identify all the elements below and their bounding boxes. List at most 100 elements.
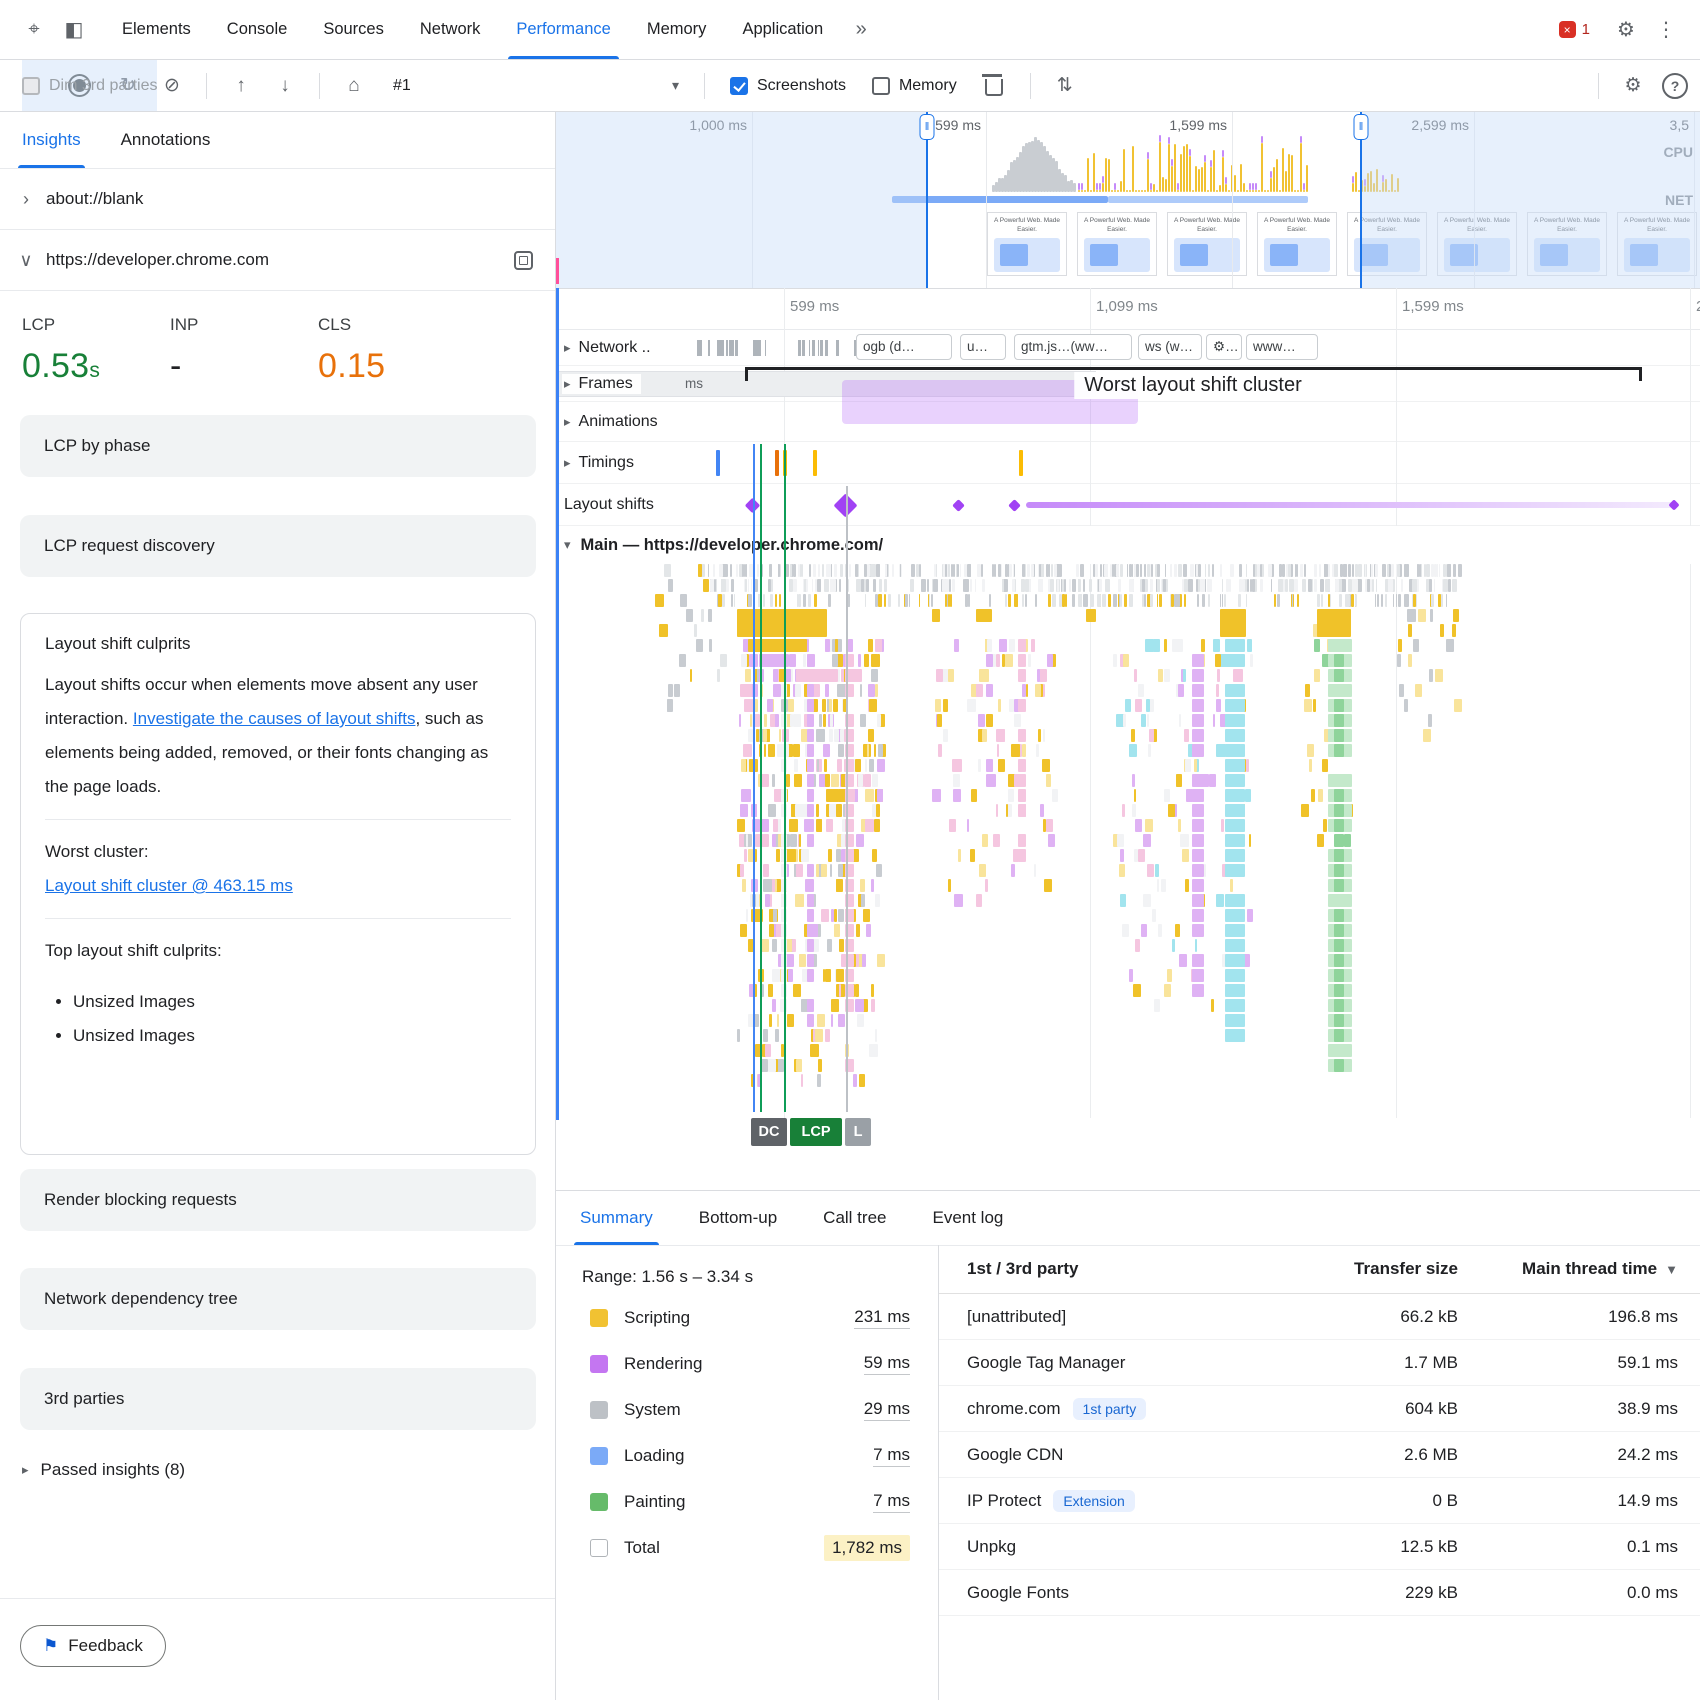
tab-application[interactable]: Application [742, 20, 824, 38]
insight-card-network-dependency-tree[interactable]: Network dependency tree [20, 1268, 536, 1330]
more-tabs-icon[interactable]: » [855, 18, 867, 40]
layout-shift-diamond[interactable] [951, 498, 965, 512]
track-label-layout-shifts[interactable]: Layout shifts [562, 494, 662, 515]
window-handle-grip[interactable]: ‖ [1353, 114, 1369, 140]
clear-icon[interactable]: ⊘ [164, 75, 180, 96]
filmstrip-thumbnail[interactable]: A Powerful Web. Made Easier. [987, 212, 1067, 276]
network-request-chip[interactable]: gtm.js…(ww… [1014, 334, 1132, 360]
window-handle-grip[interactable]: ‖ [919, 114, 935, 140]
record-button[interactable] [70, 76, 89, 95]
table-row[interactable]: [unattributed] 66.2 kB 196.8 ms [939, 1294, 1700, 1340]
metric-cls[interactable]: CLS 0.15 [318, 315, 466, 386]
table-row[interactable]: chrome.com 1st party 604 kB 38.9 ms [939, 1386, 1700, 1432]
track-layout-shifts[interactable]: Layout shifts [556, 484, 1700, 526]
table-row[interactable]: Google Tag Manager 1.7 MB 59.1 ms [939, 1340, 1700, 1386]
insight-card-layout-shift-culprits[interactable]: Layout shift culprits Layout shifts occu… [20, 613, 536, 1155]
inspect-region-icon[interactable] [514, 250, 533, 270]
network-request-chip[interactable]: ⚙… [1206, 334, 1242, 360]
layout-shift-diamond[interactable] [1007, 498, 1021, 512]
track-label-network[interactable]: ▸ Network .. [562, 337, 659, 358]
legend-value: 7 ms [873, 1445, 910, 1467]
feedback-button[interactable]: ⚑ Feedback [20, 1625, 166, 1667]
filmstrip-thumbnail[interactable]: A Powerful Web. Made Easier. [1617, 212, 1697, 276]
capture-settings-gear-icon[interactable]: ⚙ [1624, 75, 1642, 96]
tab-event-log[interactable]: Event log [932, 1208, 1004, 1227]
tab-sources[interactable]: Sources [323, 20, 384, 38]
network-request-chip[interactable]: ws (w… [1138, 334, 1202, 360]
investigate-link[interactable]: Investigate the causes of layout shifts [132, 709, 416, 728]
worst-cluster-link[interactable]: Layout shift cluster @ 463.15 ms [45, 876, 293, 895]
timeline-marker-lcp[interactable]: LCP [790, 1118, 842, 1146]
metric-inp[interactable]: INP - [170, 315, 318, 386]
timeline-overview[interactable]: A Powerful Web. Made Easier. A Powerful W… [556, 112, 1700, 289]
dim-3rd-parties-checkbox[interactable]: Dim 3rd parties [22, 60, 158, 111]
device-toolbar-icon[interactable]: ◧ [64, 19, 84, 41]
settings-gear-icon[interactable]: ⚙ [1617, 19, 1635, 41]
track-label-timings[interactable]: ▸ Timings [562, 452, 642, 473]
tab-bottom-up[interactable]: Bottom-up [698, 1208, 778, 1227]
col-main-thread-time[interactable]: Main thread time ▼ [1522, 1259, 1678, 1278]
memory-checkbox[interactable]: Memory [871, 76, 957, 95]
save-profile-icon[interactable]: ↓ [280, 74, 290, 96]
tab-call-tree[interactable]: Call tree [823, 1208, 887, 1227]
group-about-blank[interactable]: › about://blank [0, 169, 555, 230]
group-developer-chrome[interactable]: ∨ https://developer.chrome.com [0, 230, 555, 291]
layout-shift-diamond[interactable] [744, 497, 760, 513]
load-profile-icon[interactable]: ↑ [236, 74, 246, 96]
network-request-chip[interactable]: www… [1246, 334, 1318, 360]
reload-and-record-icon[interactable]: ↻ [120, 75, 136, 96]
screenshots-checkbox[interactable]: Screenshots [730, 76, 846, 95]
col-transfer-size[interactable]: Transfer size [1354, 1259, 1458, 1278]
table-header[interactable]: 1st / 3rd party Transfer size Main threa… [939, 1245, 1700, 1294]
timeline-marker-l[interactable]: L [845, 1118, 871, 1146]
insight-card-lcp-by-phase[interactable]: LCP by phase [20, 415, 536, 477]
tab-network[interactable]: Network [419, 20, 481, 38]
filmstrip-thumbnail[interactable]: A Powerful Web. Made Easier. [1527, 212, 1607, 276]
insight-card-render-blocking[interactable]: Render blocking requests [20, 1169, 536, 1231]
metric-lcp[interactable]: LCP 0.53s [22, 315, 170, 386]
insight-card-lcp-request-discovery[interactable]: LCP request discovery [20, 515, 536, 577]
tab-elements[interactable]: Elements [122, 20, 191, 38]
track-label-frames[interactable]: ▸ Frames [562, 373, 641, 394]
filmstrip-thumbnail[interactable]: A Powerful Web. Made Easier. [1077, 212, 1157, 276]
filmstrip-thumbnail[interactable]: A Powerful Web. Made Easier. [1437, 212, 1517, 276]
help-icon[interactable]: ? [1662, 72, 1688, 99]
network-request-chip[interactable]: u… [960, 334, 1006, 360]
profile-select[interactable]: #1 ▾ [383, 77, 689, 95]
filmstrip-thumbnail[interactable]: A Powerful Web. Made Easier. [1257, 212, 1337, 276]
flame-chart[interactable] [556, 564, 1700, 1118]
timeline-ruler[interactable] [556, 288, 1700, 330]
table-row[interactable]: Google Fonts 229 kB 0.0 ms [939, 1570, 1700, 1616]
tab-performance[interactable]: Performance [498, 0, 628, 59]
layout-shift-diamond[interactable] [832, 492, 858, 518]
inspect-element-icon[interactable]: ⌖ [28, 18, 40, 40]
table-row[interactable]: Unpkg 12.5 kB 0.1 ms [939, 1524, 1700, 1570]
legend-value: 29 ms [863, 1399, 910, 1421]
tab-insights[interactable]: Insights [18, 112, 85, 168]
tab-console[interactable]: Console [226, 20, 288, 38]
table-row[interactable]: IP Protect Extension 0 B 14.9 ms [939, 1478, 1700, 1524]
kebab-menu-icon[interactable]: ⋮ [1656, 19, 1676, 41]
col-party[interactable]: 1st / 3rd party [967, 1259, 1079, 1278]
overview-dim-right [1361, 112, 1700, 288]
main-thread-header[interactable]: ▾ Main — https://developer.chrome.com/ [556, 526, 1700, 564]
insight-card-3rd-parties[interactable]: 3rd parties [20, 1368, 536, 1430]
error-badge[interactable]: × 1 [1558, 21, 1590, 38]
details-tabs: Summary Bottom-up Call tree Event log [556, 1191, 1700, 1246]
collect-garbage-icon[interactable] [981, 74, 1003, 96]
track-animations[interactable]: ▸ Animations [556, 402, 1700, 442]
tab-memory[interactable]: Memory [646, 20, 707, 38]
filmstrip-thumbnail[interactable]: A Powerful Web. Made Easier. [1167, 212, 1247, 276]
flame-levels-icon[interactable]: ⇅ [1056, 75, 1073, 96]
track-network[interactable]: ▸ Network .. ogb (d… u… gtm.js…(ww… ws (w… ⚙…… [556, 330, 1700, 366]
track-label-animations[interactable]: ▸ Animations [562, 411, 666, 432]
track-timings[interactable]: ▸ Timings [556, 442, 1700, 484]
tab-annotations[interactable]: Annotations [120, 130, 211, 149]
tab-summary[interactable]: Summary [574, 1191, 659, 1245]
table-row[interactable]: Google CDN 2.6 MB 24.2 ms [939, 1432, 1700, 1478]
top-culprits-section: Top layout shift culprits: Unsized Image… [45, 934, 511, 1053]
network-request-chip[interactable]: ogb (d… [856, 334, 952, 360]
live-metrics-icon[interactable]: ⌂ [348, 74, 360, 96]
passed-insights-toggle[interactable]: ▸ Passed insights (8) [22, 1460, 185, 1480]
timeline-marker-dc[interactable]: DC [751, 1118, 787, 1146]
